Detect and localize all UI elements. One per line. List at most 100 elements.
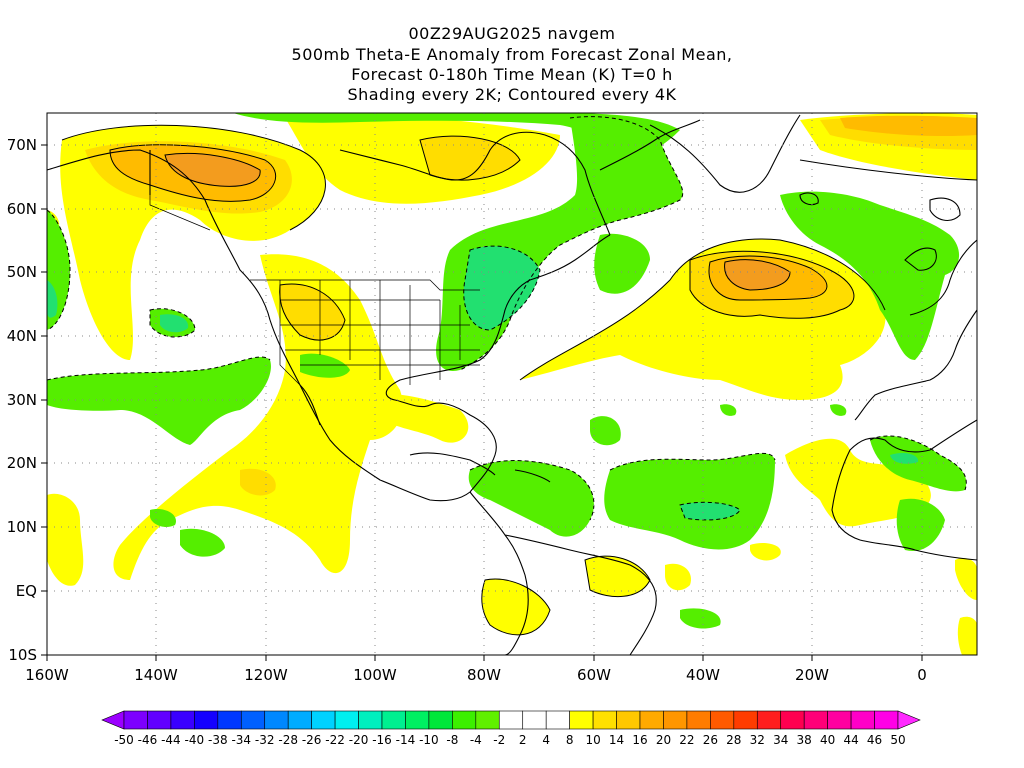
colorbar-swatch bbox=[850, 710, 875, 730]
colorbar-label: 28 bbox=[726, 733, 741, 747]
colorbar-swatch bbox=[217, 710, 242, 730]
title-line-3: Forecast 0-180h Time Mean (K) T=0 h bbox=[351, 65, 673, 84]
colorbar-swatch bbox=[498, 710, 524, 730]
map-frame bbox=[46, 112, 978, 656]
colorbar-label: 26 bbox=[703, 733, 718, 747]
lat-label-10s: 10S bbox=[8, 646, 37, 664]
colorbar-label: 34 bbox=[773, 733, 788, 747]
colorbar-swatch bbox=[358, 710, 383, 730]
colorbar-label: 46 bbox=[867, 733, 882, 747]
colorbar-label: 38 bbox=[797, 733, 812, 747]
lat-label-30n: 30N bbox=[7, 391, 37, 409]
colorbar-label: -14 bbox=[396, 733, 416, 747]
colorbar-label: 44 bbox=[843, 733, 858, 747]
colorbar-swatch bbox=[311, 710, 336, 730]
colorbar-swatch bbox=[686, 710, 711, 730]
dashed-contours bbox=[47, 116, 967, 521]
colorbar-swatch bbox=[616, 710, 641, 730]
colorbar-label: -46 bbox=[138, 733, 158, 747]
colorbar-label: -22 bbox=[325, 733, 345, 747]
lon-label-120w: 120W bbox=[244, 666, 288, 684]
colorbar: -50 -46 -44 -40 -38 -34 -32 -28 -26 -22 -20 -16 -14-… bbox=[101, 710, 921, 747]
lon-label-140w: 140W bbox=[134, 666, 178, 684]
colorbar-label: -10 bbox=[419, 733, 439, 747]
title-line-1: 00Z29AUG2025 navgem bbox=[408, 24, 616, 43]
lat-label-20n: 20N bbox=[7, 454, 37, 472]
colorbar-swatch bbox=[264, 710, 289, 730]
colorbar-swatch bbox=[452, 710, 477, 730]
colorbar-label: -40 bbox=[185, 733, 205, 747]
colorbar-swatch bbox=[170, 710, 195, 730]
colorbar-swatch bbox=[545, 710, 570, 730]
colorbar-arrow-left bbox=[101, 710, 125, 730]
negative-anomaly-fill bbox=[47, 113, 967, 629]
colorbar-label: 16 bbox=[632, 733, 647, 747]
colorbar-arrow-right bbox=[897, 710, 921, 730]
anomaly-shading bbox=[47, 113, 977, 655]
lat-label-70n: 70N bbox=[7, 136, 37, 154]
solid-contours bbox=[61, 124, 977, 636]
colorbar-label: -26 bbox=[302, 733, 322, 747]
colorbar-label: 2 bbox=[519, 733, 527, 747]
colorbar-label: 4 bbox=[542, 733, 550, 747]
lon-label-100w: 100W bbox=[353, 666, 397, 684]
lon-label-20w: 20W bbox=[795, 666, 829, 684]
colorbar-label: -50 bbox=[114, 733, 134, 747]
colorbar-swatch bbox=[733, 710, 758, 730]
strong-negative-fill bbox=[47, 246, 919, 520]
lat-label-10n: 10N bbox=[7, 518, 37, 536]
colorbar-swatch bbox=[569, 710, 594, 730]
colorbar-label: 50 bbox=[890, 733, 905, 747]
title-line-2: 500mb Theta-E Anomaly from Forecast Zona… bbox=[291, 45, 733, 64]
colorbar-swatch bbox=[147, 710, 172, 730]
colorbar-swatch bbox=[710, 710, 735, 730]
colorbar-label: 14 bbox=[609, 733, 624, 747]
colorbar-swatch bbox=[639, 710, 664, 730]
colorbar-swatch bbox=[405, 710, 430, 730]
lat-label-60n: 60N bbox=[7, 200, 37, 218]
colorbar-label: -44 bbox=[161, 733, 181, 747]
colorbar-swatch bbox=[827, 710, 852, 730]
colorbar-swatch bbox=[874, 710, 899, 730]
colorbar-swatch bbox=[592, 710, 617, 730]
colorbar-swatch bbox=[194, 710, 219, 730]
colorbar-swatch bbox=[381, 710, 406, 730]
lat-label-40n: 40N bbox=[7, 327, 37, 345]
lon-label-0: 0 bbox=[917, 666, 927, 684]
colorbar-label: -8 bbox=[446, 733, 458, 747]
lat-label-eq: EQ bbox=[16, 582, 37, 600]
colorbar-swatch bbox=[287, 710, 312, 730]
colorbar-label: -16 bbox=[372, 733, 392, 747]
colorbar-label: 40 bbox=[820, 733, 835, 747]
coastlines bbox=[47, 114, 977, 655]
colorbar-swatch bbox=[123, 710, 148, 730]
graticule bbox=[47, 113, 977, 655]
lon-label-160w: 160W bbox=[25, 666, 69, 684]
colorbar-label: 10 bbox=[585, 733, 600, 747]
colorbar-label: -20 bbox=[349, 733, 369, 747]
axis-ticks bbox=[41, 144, 923, 661]
colorbar-swatch bbox=[780, 710, 805, 730]
colorbar-label: -38 bbox=[208, 733, 228, 747]
colorbar-swatch bbox=[240, 710, 266, 730]
colorbar-label: 22 bbox=[679, 733, 694, 747]
colorbar-label: -32 bbox=[255, 733, 275, 747]
colorbar-swatch bbox=[475, 710, 500, 730]
colorbar-label: -2 bbox=[493, 733, 505, 747]
colorbar-swatch bbox=[522, 710, 547, 730]
colorbar-label: -28 bbox=[278, 733, 298, 747]
colorbar-label: 32 bbox=[750, 733, 765, 747]
colorbar-label: -34 bbox=[231, 733, 251, 747]
colorbar-label: -4 bbox=[470, 733, 482, 747]
lon-label-40w: 40W bbox=[686, 666, 720, 684]
colorbar-label: 20 bbox=[656, 733, 671, 747]
political-boundaries bbox=[149, 150, 480, 386]
colorbar-swatch bbox=[334, 710, 359, 730]
colorbar-swatch bbox=[663, 710, 688, 730]
colorbar-label: 8 bbox=[566, 733, 574, 747]
lon-label-60w: 60W bbox=[577, 666, 611, 684]
lon-label-80w: 80W bbox=[467, 666, 501, 684]
colorbar-swatch bbox=[803, 710, 828, 730]
title-line-4: Shading every 2K; Contoured every 4K bbox=[347, 85, 677, 104]
